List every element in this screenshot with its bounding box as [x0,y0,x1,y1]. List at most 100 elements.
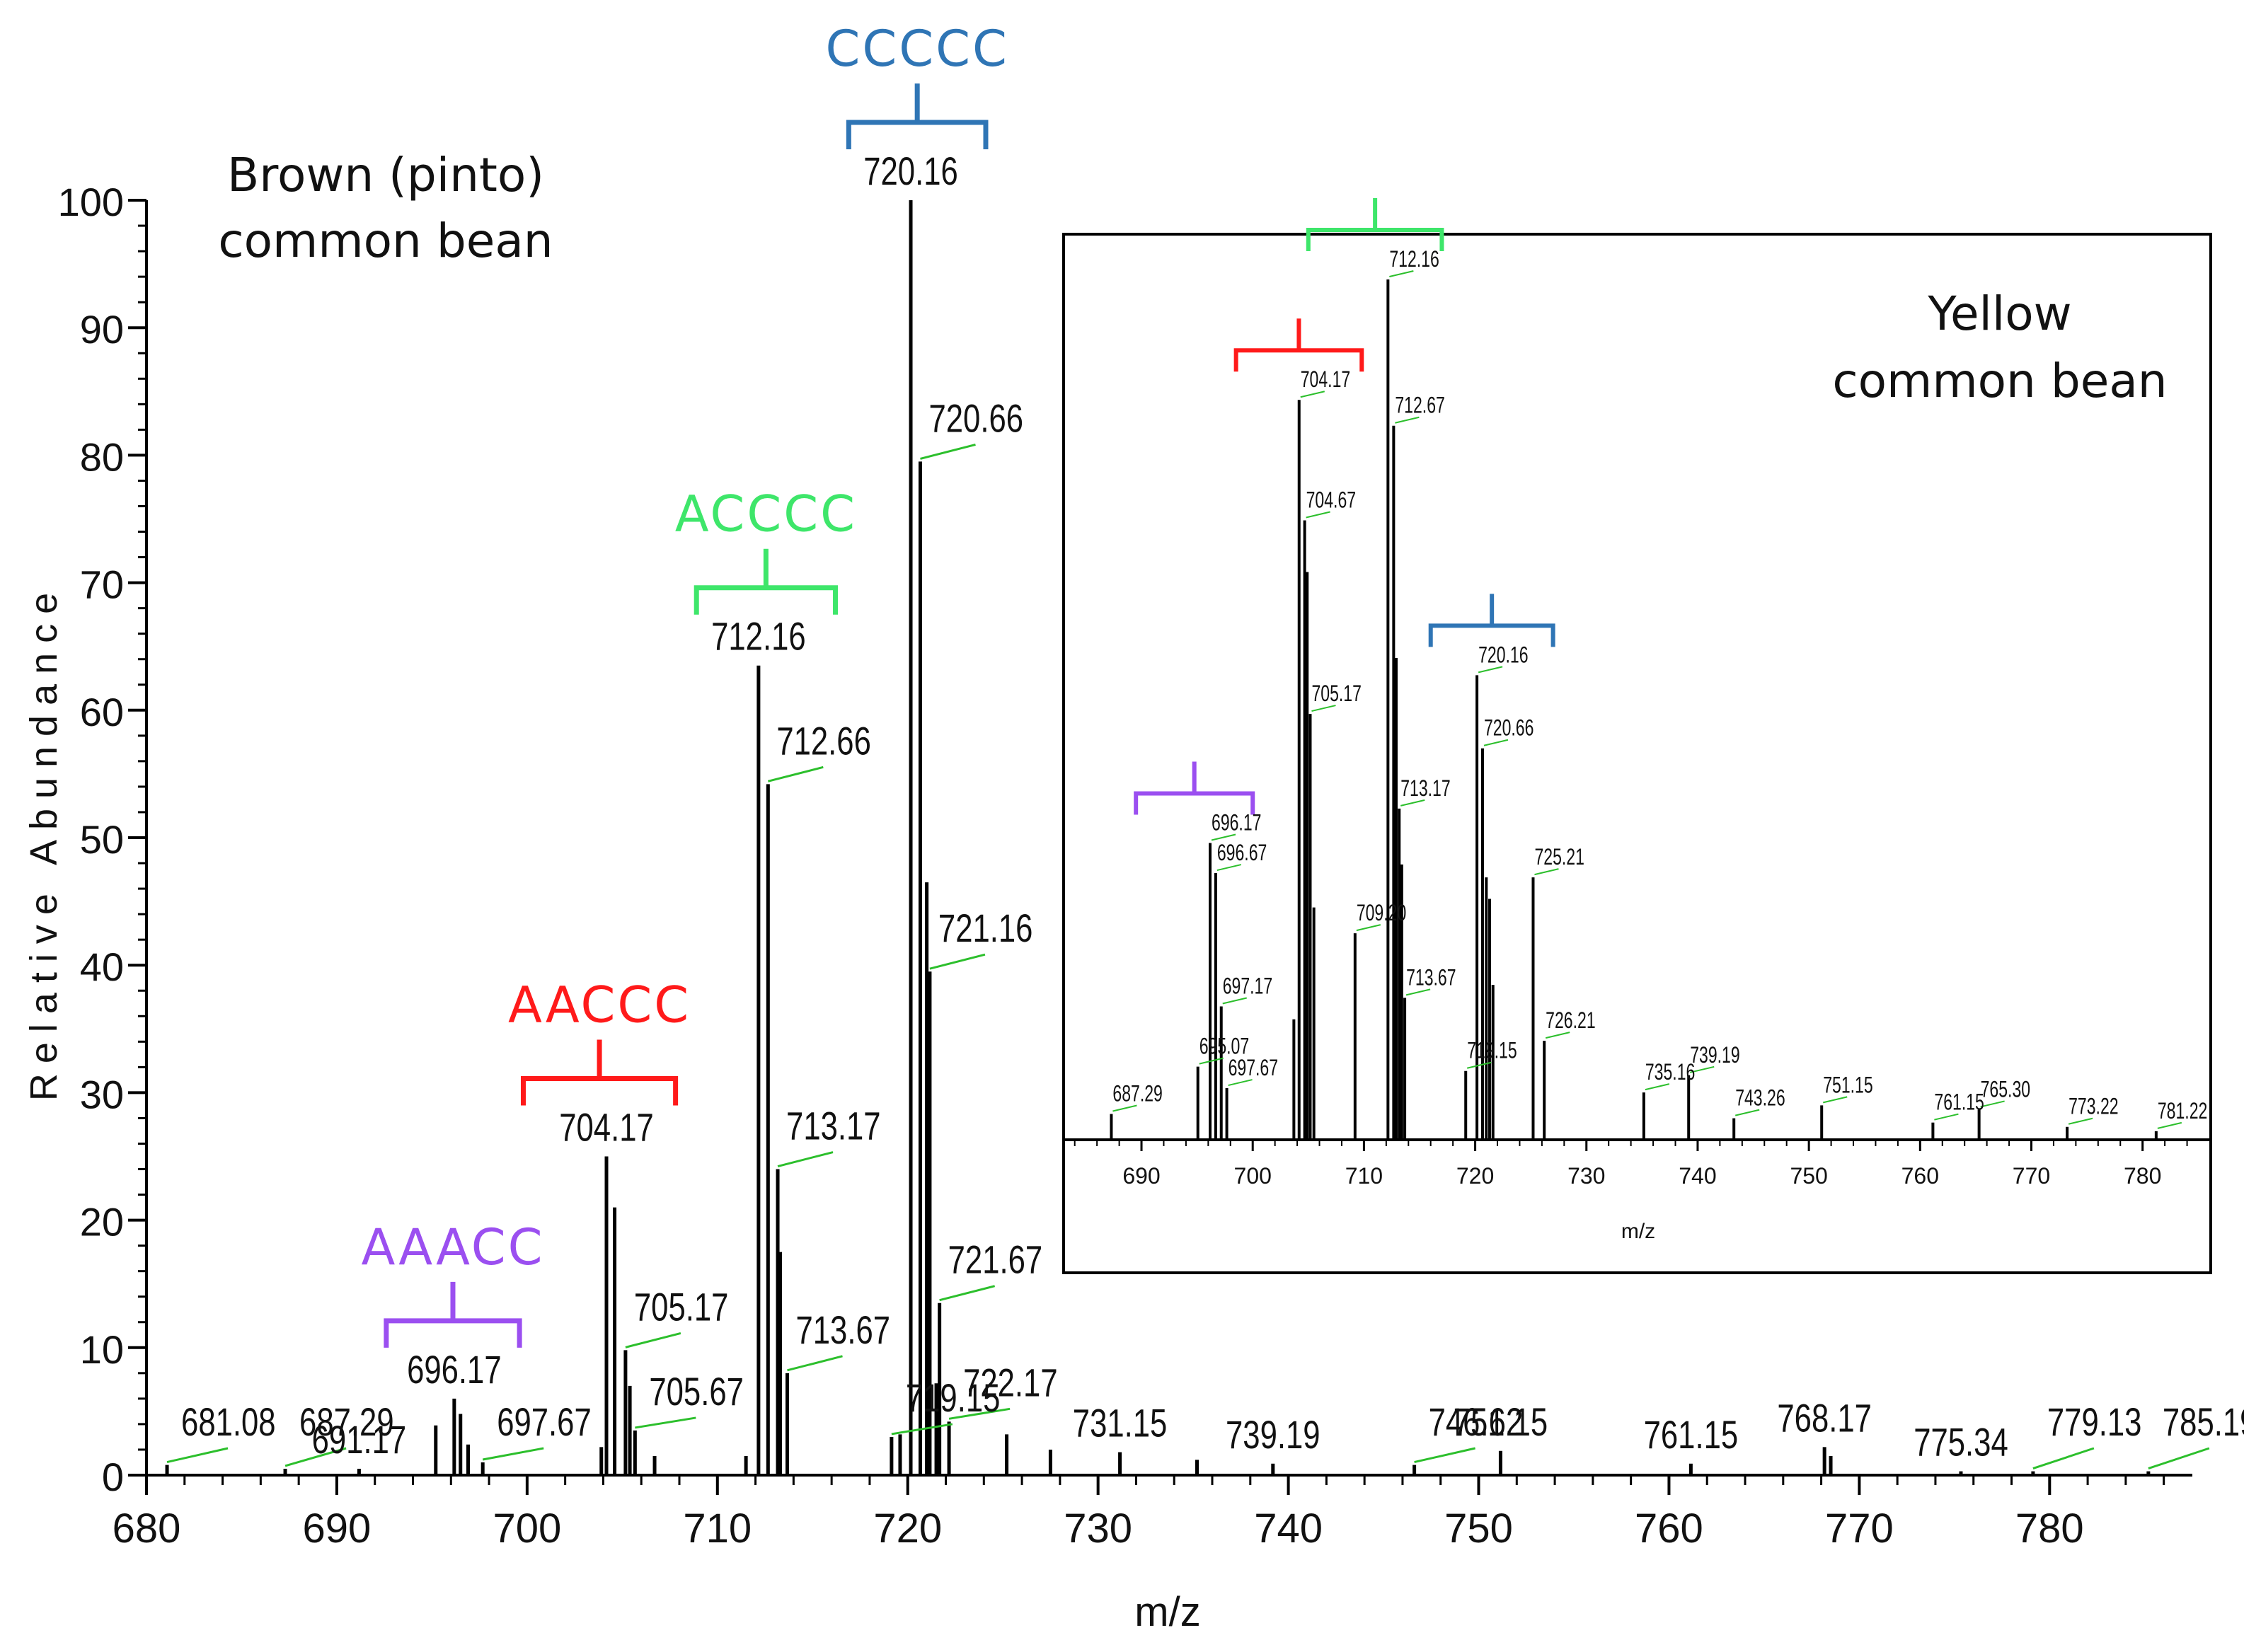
inset-peak-leader [1483,739,1509,746]
inset-x-tick-label: 710 [1345,1163,1383,1189]
main-peak-label: 719.15 [906,1376,1001,1420]
main-leaders [166,443,2210,1470]
inset-peak-leader [1112,1104,1137,1112]
inset-peak-label: 697.17 [1223,974,1272,999]
inset-frame [1062,233,2212,1274]
main-peaks [165,200,2151,1475]
inset-leaders [1112,270,2182,1129]
inset-peak-leader [1395,416,1420,424]
inset-peak-label: 735.16 [1645,1059,1695,1085]
inset-peak-leader [1689,1065,1715,1073]
main-x-tick-label: 690 [303,1506,372,1552]
main-x-tick-label: 710 [683,1506,752,1552]
inset-peak-leader [1466,1061,1492,1069]
inset-peak-label: 725.21 [1534,844,1584,870]
inset-x-tick-label: 720 [1456,1163,1494,1189]
inset-x-tick-label: 690 [1122,1163,1160,1189]
main-peak-label: 681.08 [181,1400,276,1444]
main-y-tick-label: 20 [80,1200,124,1244]
main-annotation-bracket [694,548,839,615]
main-x-tick-label: 750 [1444,1506,1513,1552]
main-peak-label: 696.17 [407,1348,502,1392]
inset-peak-label: 761.15 [1934,1090,1984,1115]
main-peak-label: 731.15 [1073,1401,1168,1445]
main-peak-label: 712.16 [711,615,806,659]
main-peak-label: 722.17 [963,1361,1058,1404]
inset-peak-leader [1405,988,1431,996]
inset-x-tick-label: 770 [2013,1163,2050,1189]
inset-peak-label: 739.19 [1690,1042,1739,1068]
main-peak-leader [166,1447,229,1464]
main-y-tick-label: 100 [58,180,124,224]
inset-annotation-bracket [1428,594,1555,647]
main-peak-leader [929,953,986,970]
main-annotation-label: ACCCC [675,485,857,543]
main-peak-leader [767,766,824,782]
main-peak-label: 713.17 [786,1104,881,1148]
main-annotation-label: AAACC [361,1218,544,1276]
inset-peak-label: 773.22 [2068,1094,2118,1119]
inset-peaks [1110,279,2158,1140]
main-y-tick-label: 60 [80,690,124,734]
inset-peak-leader [1228,1079,1253,1087]
main-peak-label: 720.66 [928,396,1023,440]
inset-peak-label: 751.15 [1823,1073,1872,1098]
main-peak-leader [2032,1447,2095,1470]
inset-peak-leader [1822,1096,1848,1104]
inset-peak-leader [1356,924,1381,932]
main-peak-leader [939,1285,996,1302]
main-y-tick-label: 10 [80,1327,124,1372]
inset-annotation-bracket [1306,198,1444,251]
inset-peak-label: 719.15 [1467,1038,1517,1063]
main-annotation-label: AACCC [508,976,691,1034]
inset-peak-leader [1645,1083,1670,1091]
main-x-tick-label: 720 [873,1506,942,1552]
main-x-tick-label: 730 [1064,1506,1132,1552]
main-peak-label: 721.16 [938,906,1033,950]
inset-peak-label: 713.67 [1406,965,1456,990]
main-peak-label: 768.17 [1777,1396,1872,1440]
inset-peak-label: 720.16 [1478,642,1528,668]
inset-peak-leader [2068,1117,2093,1125]
main-title-line-1: Brown (pinto) [227,148,544,202]
main-peak-leader [284,1447,347,1467]
inset-peak-label: 713.17 [1400,775,1450,801]
inset-annotation-bracket [1233,318,1364,372]
inset-peak-leader [1934,1113,1959,1121]
inset-peak-label: 712.67 [1395,393,1444,418]
inset-peak-label: 720.66 [1484,715,1534,741]
main-peak-leader [2148,1447,2210,1470]
main-y-tick-label: 70 [80,562,124,607]
inset-peak-label: 781.22 [2158,1098,2207,1124]
main-x-tick-label: 780 [2015,1506,2084,1552]
inset-peak-label: 695.07 [1199,1034,1249,1059]
inset-peak-leader [1300,391,1325,398]
inset-peak-leader [1389,270,1414,277]
main-peak-label: 697.67 [497,1400,592,1444]
main-peak-label: 691.17 [312,1418,407,1462]
inset-x-tick-label: 750 [1790,1163,1827,1189]
main-peak-leader [625,1332,681,1348]
main-peak-leader [1414,1447,1475,1464]
main-y-tick-label: 90 [80,307,124,352]
inset-peak-leader [1545,1032,1570,1039]
main-peak-label: 720.16 [863,149,958,193]
main-peak-label: 687.29 [299,1400,394,1444]
inset-peak-leader [1199,1057,1224,1065]
main-peak-leader [948,1407,1011,1420]
inset-peak-label: 709.20 [1357,900,1406,925]
main-x-tick-label: 770 [1825,1506,1894,1552]
inset-peak-label: 712.16 [1389,246,1439,272]
main-peak-labels: 681.08 687.29691.17696.17697.67704.17705.… [181,149,2244,1465]
main-x-tick-label: 700 [493,1506,561,1552]
main-peak-leader [635,1416,696,1429]
inset-annotations [1134,198,1555,815]
main-y-tick-label: 50 [80,817,124,862]
main-peak-leader [920,443,976,460]
main-peak-label: 739.19 [1226,1413,1320,1457]
inset-peak-label: 696.17 [1212,810,1261,836]
main-y-tick-label: 0 [102,1455,124,1499]
inset-peak-leader [1211,833,1236,841]
main-y-axis-label: Relative Abundance [23,583,65,1101]
main-x-axis-label: m/z [1134,1589,1200,1635]
